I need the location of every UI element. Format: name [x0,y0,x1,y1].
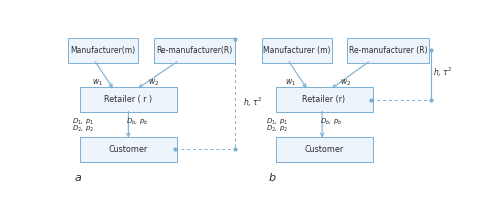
Text: $w_2$: $w_2$ [148,77,159,88]
Text: Manufacturer(m): Manufacturer(m) [70,46,136,55]
Text: Customer: Customer [304,145,344,154]
Text: Retailer (r): Retailer (r) [302,95,346,104]
FancyBboxPatch shape [80,137,177,162]
Text: $D_1$, $p_1$: $D_1$, $p_1$ [72,117,94,127]
FancyBboxPatch shape [276,88,372,112]
Text: $h$, $\tau^2$: $h$, $\tau^2$ [432,65,452,79]
FancyBboxPatch shape [154,38,235,63]
FancyBboxPatch shape [276,137,372,162]
Text: Retailer ( r ): Retailer ( r ) [104,95,152,104]
Text: Re-manufacturer (R): Re-manufacturer (R) [348,46,428,55]
FancyBboxPatch shape [80,88,177,112]
Text: $w_1$: $w_1$ [286,77,296,88]
Text: $D_b$, $p_b$: $D_b$, $p_b$ [320,117,342,127]
Text: Re-manufacturer(R): Re-manufacturer(R) [156,46,232,55]
Text: $D_2$, $p_2$: $D_2$, $p_2$ [72,123,94,134]
Text: Manufacturer (m): Manufacturer (m) [263,46,330,55]
Text: $D_1$, $p_1$: $D_1$, $p_1$ [266,117,288,127]
Text: $b$: $b$ [268,171,276,183]
Text: Customer: Customer [109,145,148,154]
Text: $h$, $\tau^2$: $h$, $\tau^2$ [242,96,262,109]
Text: $D_b$, $p_b$: $D_b$, $p_b$ [126,117,149,127]
Text: $w_1$: $w_1$ [92,77,102,88]
FancyBboxPatch shape [348,38,428,63]
Text: $a$: $a$ [74,172,82,183]
FancyBboxPatch shape [262,38,332,63]
Text: $w_2$: $w_2$ [340,77,350,88]
Text: $D_2$, $p_2$: $D_2$, $p_2$ [266,123,288,134]
FancyBboxPatch shape [68,38,138,63]
